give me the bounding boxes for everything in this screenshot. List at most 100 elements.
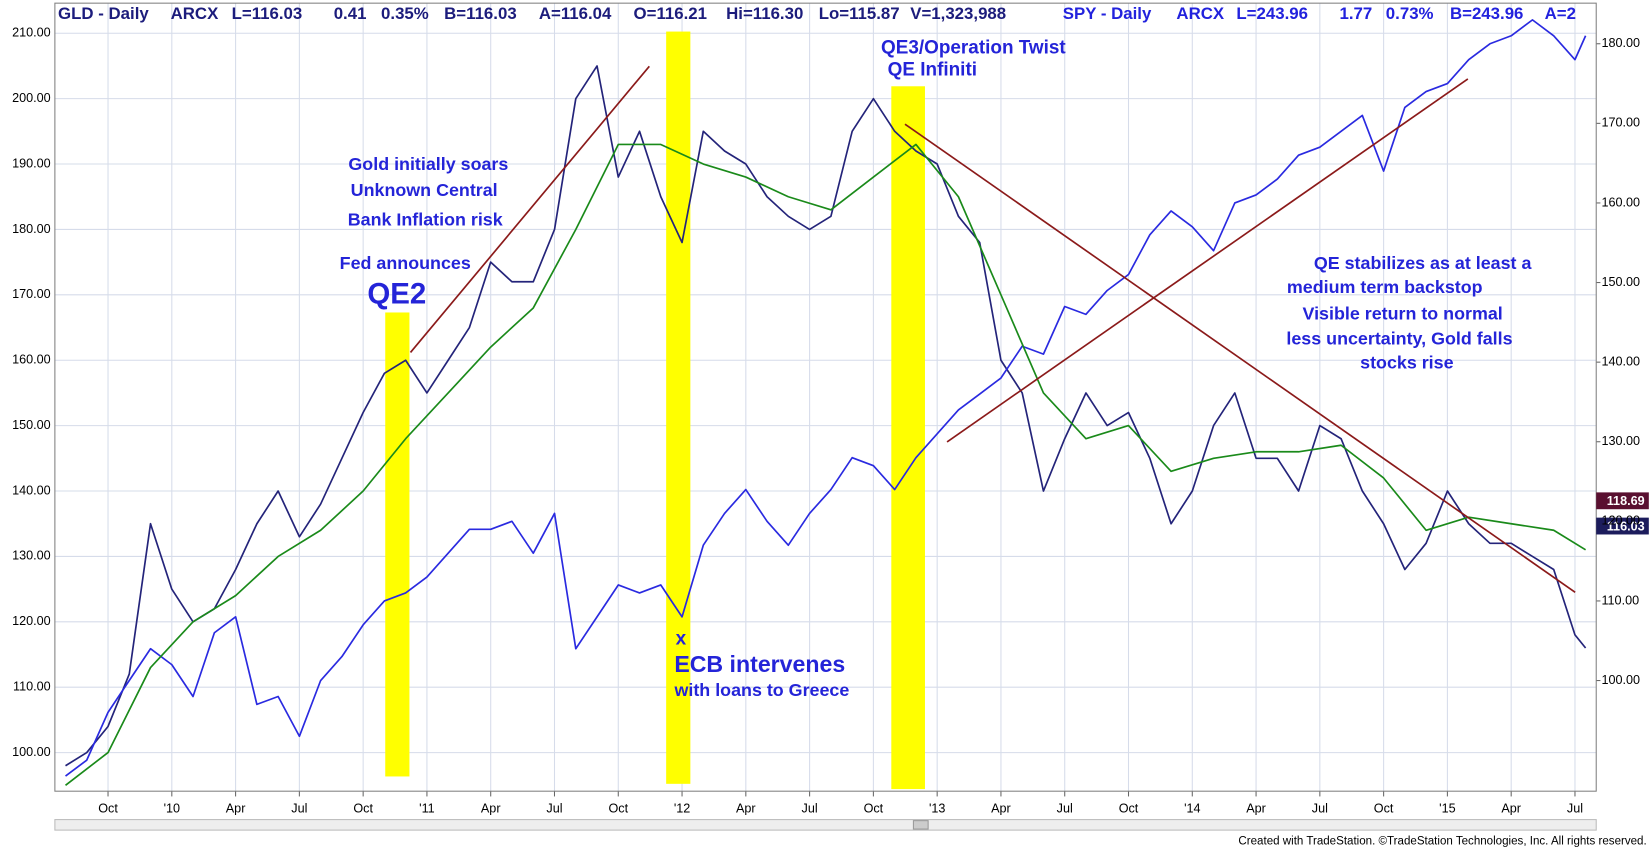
scrollbar[interactable] — [54, 819, 1597, 831]
y2-tick-label: 170.00 — [1601, 116, 1640, 130]
header-item: 1.77 — [1340, 4, 1373, 23]
annotation: QE Infiniti — [888, 59, 977, 80]
x-tick-label: '15 — [1439, 801, 1455, 815]
x-tick-label: Apr — [991, 801, 1011, 815]
trend-line — [904, 123, 1576, 594]
x-tick-label: Jul — [1057, 801, 1073, 815]
annotation: ECB intervenes — [674, 651, 845, 677]
header-item: 0.35% — [381, 4, 429, 23]
y-tick-label: 200.00 — [12, 91, 51, 105]
x-tick-label: Jul — [1567, 801, 1583, 815]
x-tick-label: Oct — [1374, 801, 1394, 815]
annotation: Visible return to normal — [1302, 303, 1502, 323]
y-tick-label: 140.00 — [12, 483, 51, 497]
header-item: Hi=116.30 — [726, 4, 803, 23]
header-item: 0.41 — [334, 4, 367, 23]
y2-tick-label: 160.00 — [1601, 195, 1640, 209]
header-item: Lo=115.87 — [819, 4, 900, 23]
x-tick-label: Apr — [481, 801, 501, 815]
header-item: 0.73% — [1386, 4, 1434, 23]
header-item: B=116.03 — [444, 4, 517, 23]
series-line — [64, 143, 1587, 786]
y2-tick-label: 120.00 — [1601, 514, 1640, 528]
header-item: L=243.96 — [1236, 4, 1308, 23]
y2-tick-label: 150.00 — [1601, 275, 1640, 289]
y-tick-label: 100.00 — [12, 745, 51, 759]
x-tick-label: Jul — [546, 801, 562, 815]
y-tick-label: 180.00 — [12, 222, 51, 236]
y2-tick-label: 100.00 — [1601, 673, 1640, 687]
header-item: V=1,323,988 — [910, 4, 1006, 23]
header-item: A=2 — [1545, 4, 1576, 23]
annotation: x — [676, 629, 687, 650]
x-tick-label: '14 — [1184, 801, 1200, 815]
y-tick-label: 170.00 — [12, 287, 51, 301]
y-tick-label: 110.00 — [13, 680, 51, 694]
y-tick-label: 160.00 — [12, 353, 51, 367]
annotation: less uncertainty, Gold falls — [1286, 329, 1512, 349]
highlight-band — [385, 312, 410, 777]
scrollbar-thumb[interactable] — [912, 820, 929, 830]
x-tick-label: Apr — [1246, 801, 1266, 815]
annotation: Unknown Central — [351, 180, 498, 200]
header-item: ARCX — [1176, 4, 1224, 23]
y-tick-label: 210.00 — [12, 26, 51, 40]
annotation: QE3/Operation Twist — [881, 37, 1066, 58]
footer: Created with TradeStation. ©TradeStation… — [1238, 836, 1646, 848]
x-tick-label: Oct — [353, 801, 373, 815]
price-label: 116.03 — [1607, 519, 1645, 533]
header-item: L=116.03 — [232, 4, 303, 23]
annotation: QE2 — [367, 277, 426, 310]
x-tick-label: Oct — [98, 801, 118, 815]
x-tick-label: Oct — [608, 801, 628, 815]
y2-tick-label: 130.00 — [1601, 434, 1640, 448]
trend-line — [946, 78, 1469, 443]
y2-tick-label: 110.00 — [1601, 593, 1639, 607]
trend-line — [409, 65, 650, 353]
header: GLD - Daily ARCX L=116.03 0.41 0.35% B=116.03… — [58, 4, 1576, 23]
header-item: SPY - Daily — [1063, 4, 1152, 23]
x-tick-label: Jul — [802, 801, 818, 815]
x-tick-label: '12 — [674, 801, 690, 815]
y-tick-label: 120.00 — [12, 614, 51, 628]
grid — [54, 3, 1601, 797]
series-layer — [64, 19, 1587, 786]
x-tick-label: '13 — [929, 801, 945, 815]
header-item: ARCX — [171, 4, 219, 23]
x-tick-label: Oct — [864, 801, 884, 815]
x-tick-label: '10 — [164, 801, 180, 815]
annotation: QE stabilizes as at least a — [1314, 253, 1533, 273]
price-box — [1596, 492, 1649, 510]
y2-tick-label: 140.00 — [1601, 354, 1640, 368]
annotations: Gold initially soars Unknown Central Bank … — [340, 37, 1533, 700]
price-label: 118.69 — [1607, 494, 1645, 508]
series-line — [65, 65, 1587, 767]
x-tick-label: Jul — [291, 801, 307, 815]
header-item: B=243.96 — [1450, 4, 1523, 23]
annotation: Gold initially soars — [348, 154, 508, 174]
x-tick-label: Apr — [226, 801, 246, 815]
annotation: stocks rise — [1360, 353, 1453, 373]
header-item: A=116.04 — [539, 4, 612, 23]
header-item: O=116.21 — [634, 4, 707, 23]
x-tick-label: Apr — [736, 801, 756, 815]
annotation: with loans to Greece — [673, 680, 849, 700]
annotation: Fed announces — [340, 253, 471, 273]
header-item: GLD - Daily — [58, 4, 149, 23]
annotation: Bank Inflation risk — [348, 210, 503, 230]
y-tick-label: 130.00 — [12, 549, 51, 563]
highlight-band — [891, 86, 925, 790]
y-tick-label: 190.00 — [12, 156, 51, 170]
price-box — [1596, 517, 1649, 535]
plot-frame — [54, 2, 1597, 792]
x-tick-label: Jul — [1312, 801, 1328, 815]
annotation: medium term backstop — [1287, 277, 1483, 297]
x-tick-label: Oct — [1119, 801, 1139, 815]
y2-tick-label: 180.00 — [1601, 36, 1640, 50]
x-tick-label: '11 — [419, 801, 435, 815]
y-tick-label: 150.00 — [12, 418, 51, 432]
series-line — [65, 19, 1587, 777]
x-tick-label: Apr — [1501, 801, 1521, 815]
